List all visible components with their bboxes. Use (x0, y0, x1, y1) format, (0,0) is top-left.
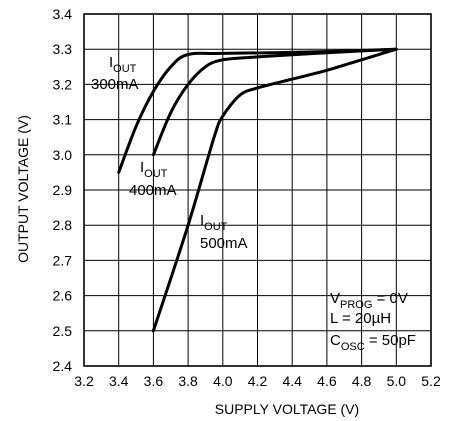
y-tick-label: 3.4 (53, 6, 73, 22)
condition-cosc: COSC = 50pF (330, 332, 416, 353)
series-label-500ma: IOUT 500mA (200, 212, 248, 252)
y-tick-label: 2.7 (53, 252, 73, 268)
x-tick-labels: 3.2 3.4 3.6 3.8 4.0 4.2 4.4 4.6 4.8 5.0 5.2 (74, 373, 441, 389)
y-tick-label: 2.4 (53, 358, 73, 374)
series-line-300ma (117, 47, 398, 174)
series-line-400ma (151, 47, 398, 157)
series-label-300ma-value: 300mA (91, 76, 139, 93)
x-tick-label: 4.4 (282, 373, 302, 389)
series-label-500ma-current: IOUT (200, 212, 228, 233)
x-tick-label: 5.2 (421, 373, 441, 389)
x-tick-label: 3.2 (74, 373, 94, 389)
series-label-400ma-current: IOUT (140, 159, 168, 180)
y-tick-label: 2.5 (53, 323, 73, 339)
y-tick-label: 3.0 (53, 147, 73, 163)
x-tick-label: 3.6 (144, 373, 164, 389)
y-tick-label: 3.3 (53, 41, 73, 57)
x-tick-label: 5.0 (387, 373, 407, 389)
y-tick-label: 2.8 (53, 217, 73, 233)
condition-inductance: L = 20µH (330, 310, 391, 327)
y-tick-labels: 3.4 3.3 3.2 3.1 3.0 2.9 2.8 2.7 2.6 2.5 2.4 (53, 6, 73, 374)
plot-frame (83, 13, 432, 367)
y-tick-label: 3.2 (53, 76, 73, 92)
y-tick-label: 2.9 (53, 182, 73, 198)
series-label-300ma: IOUT 300mA (91, 54, 139, 93)
x-tick-label: 4.8 (352, 373, 372, 389)
series-line-500ma (151, 47, 398, 333)
x-tick-label: 4.2 (248, 373, 268, 389)
y-axis-title: OUTPUT VOLTAGE (V) (15, 115, 31, 263)
x-tick-label: 4.0 (213, 373, 233, 389)
x-axis-title: SUPPLY VOLTAGE (V) (215, 401, 359, 417)
y-tick-label: 2.6 (53, 288, 73, 304)
series-label-500ma-value: 500mA (200, 235, 248, 252)
series-label-300ma-current: IOUT (109, 54, 137, 75)
condition-vprog: VPROG = 0V (330, 290, 408, 311)
conditions-note: VPROG = 0V L = 20µH COSC = 50pF (330, 290, 416, 353)
x-tick-label: 4.6 (317, 373, 337, 389)
x-tick-label: 3.4 (109, 373, 129, 389)
y-tick-label: 3.1 (53, 112, 73, 128)
series-label-400ma: IOUT 400mA (129, 159, 177, 199)
series-label-400ma-value: 400mA (129, 182, 177, 199)
x-tick-label: 3.8 (178, 373, 198, 389)
grid (83, 13, 432, 367)
curves (117, 47, 398, 333)
